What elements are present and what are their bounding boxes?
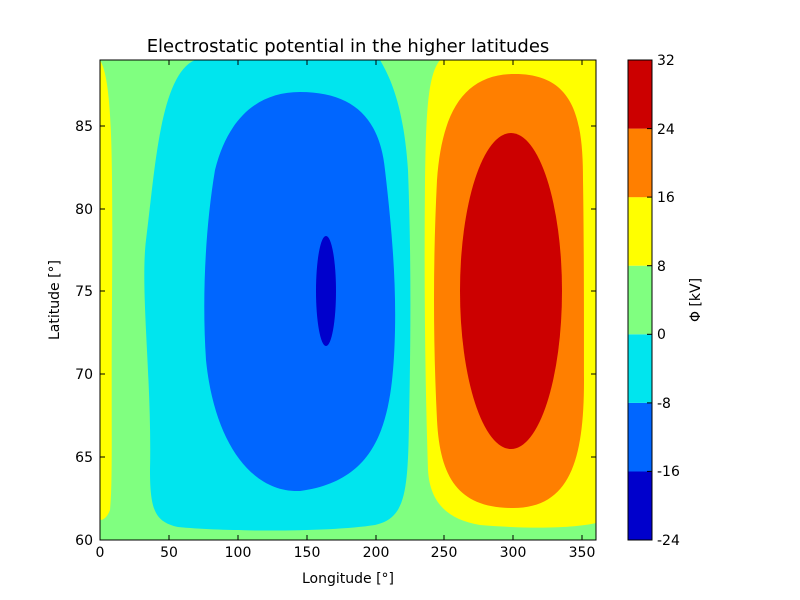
colorbar-tick-label: 16: [657, 190, 675, 206]
y-tick-label: 65: [75, 450, 93, 466]
x-tick-label: 350: [569, 545, 596, 561]
x-tick-label: 0: [96, 545, 105, 561]
colorbar-band: [628, 334, 652, 403]
contour-region-8-to-16-west: [100, 60, 113, 520]
contour-region-24-to-32: [460, 133, 562, 449]
x-tick-labels: 0 50 100 150 200 250 300 350: [96, 545, 596, 561]
colorbar-band: [628, 402, 652, 472]
colorbar-tick-labels: -24 -16 -8 0 8 16 24 32: [657, 53, 680, 549]
contour-region-neg24-to-neg16: [316, 236, 336, 346]
y-axis: [100, 125, 596, 541]
contour-plot-area: [100, 60, 596, 540]
x-axis: [99, 60, 583, 540]
x-axis-label: Longitude [°]: [302, 571, 394, 587]
x-tick-label: 200: [363, 545, 390, 561]
y-tick-label: 85: [75, 119, 93, 135]
colorbar-tick-label: -8: [657, 396, 671, 412]
y-axis-label: Latitude [°]: [47, 260, 63, 340]
y-tick-label: 60: [75, 533, 93, 549]
x-tick-label: 150: [294, 545, 321, 561]
colorbar-ticks: [647, 128, 652, 472]
x-tick-label: 250: [431, 545, 458, 561]
colorbar-tick-label: -24: [657, 533, 680, 549]
contour-region-neg16-to-neg8: [204, 92, 396, 492]
colorbar-band: [628, 60, 652, 129]
colorbar-band: [628, 265, 652, 335]
colorbar-band: [628, 128, 652, 198]
y-tick-label: 75: [75, 284, 93, 300]
y-tick-labels: 60 65 70 75 80 85: [75, 119, 93, 549]
colorbar-band: [628, 197, 652, 266]
colorbar-tick-label: 8: [657, 259, 666, 275]
x-tick-label: 100: [225, 545, 252, 561]
colorbar-frame: [627, 59, 653, 541]
y-tick-label: 70: [75, 367, 93, 383]
colorbar-label: Φ [kV]: [688, 278, 704, 322]
y-tick-label: 80: [75, 202, 93, 218]
colorbar-tick-label: 24: [657, 122, 675, 138]
colorbar-tick-label: -16: [657, 464, 680, 480]
colorbar-tick-label: 0: [657, 327, 666, 343]
x-tick-label: 300: [500, 545, 527, 561]
colorbar: [627, 59, 653, 541]
colorbar-band: [628, 471, 652, 540]
colorbar-tick-label: 32: [657, 53, 675, 69]
plot-frame: [99, 59, 597, 541]
chart-title: Electrostatic potential in the higher la…: [147, 36, 550, 57]
x-tick-label: 50: [160, 545, 178, 561]
